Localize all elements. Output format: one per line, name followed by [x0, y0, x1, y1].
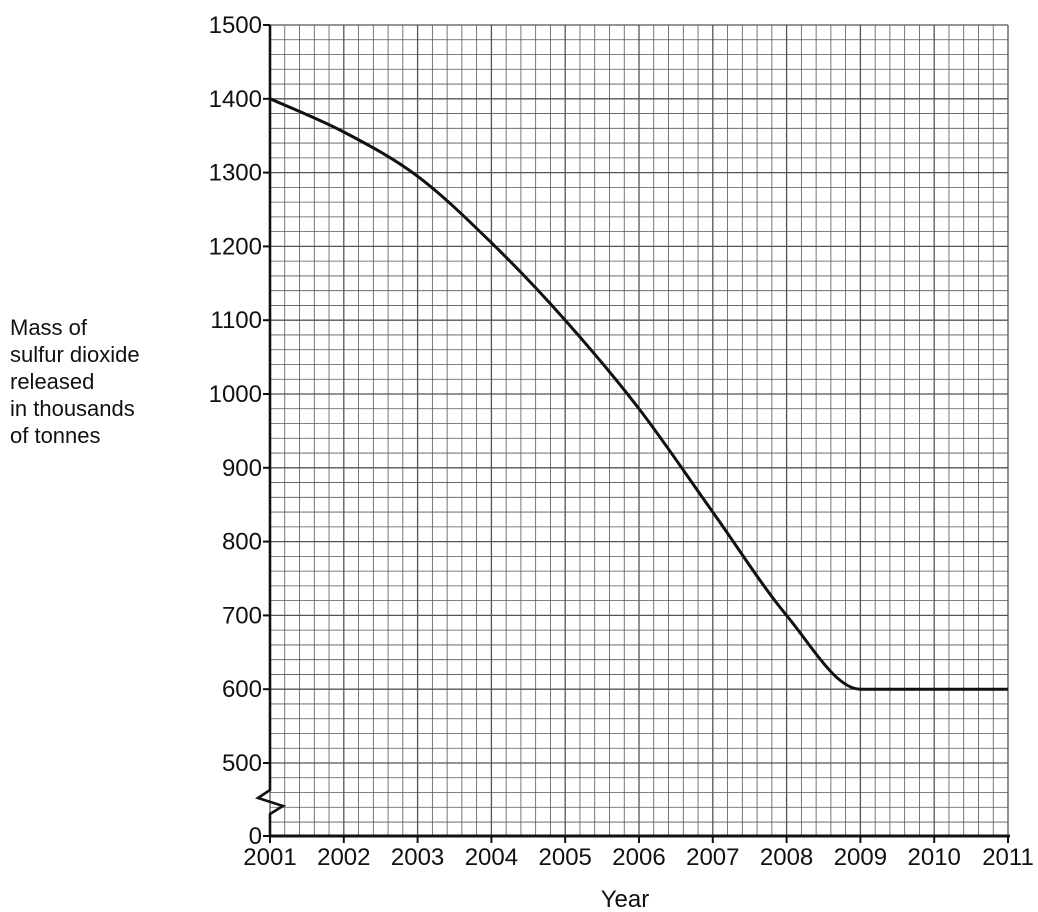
x-tick-label: 2006 — [612, 844, 665, 871]
y-tick-label: 1300 — [209, 160, 262, 187]
y-tick-label: 1400 — [209, 86, 262, 113]
x-tick-label: 2010 — [908, 844, 961, 871]
x-tick-label: 2001 — [243, 844, 296, 871]
y-axis-label-line: Mass of — [10, 315, 88, 340]
x-axis-label: Year — [601, 886, 650, 912]
y-tick-label: 0 — [249, 823, 262, 850]
y-tick-label: 600 — [222, 676, 262, 703]
series-line — [269, 97, 1008, 691]
y-axis-label-line: in thousands — [10, 396, 135, 421]
x-tick-label: 2008 — [760, 844, 813, 871]
y-tick-label: 1000 — [209, 381, 262, 408]
y-tick-label: 800 — [222, 529, 262, 556]
y-tick-label: 1100 — [210, 307, 262, 334]
x-tick-label: 2004 — [465, 844, 518, 871]
y-tick-label: 1200 — [209, 233, 262, 260]
y-tick-labels: 0 500 600 700 800 900 1000 1100 1200 1300 1400 1500 — [209, 12, 270, 850]
y-tick-label: 900 — [222, 455, 262, 482]
x-tick-label: 2002 — [317, 844, 370, 871]
series-layer — [269, 97, 1008, 691]
x-tick-label: 2007 — [686, 844, 739, 871]
x-tick-label: 2005 — [539, 844, 592, 871]
y-axis-label-line: released — [10, 369, 95, 394]
x-tick-label: 2009 — [834, 844, 887, 871]
y-tick-label: 500 — [222, 750, 262, 777]
grid — [269, 24, 1009, 836]
y-axis-label-line: of tonnes — [10, 423, 101, 448]
y-axis-with-break — [255, 25, 287, 836]
x-tick-label: 2011 — [982, 844, 1034, 871]
x-tick-labels: 2001 2002 2003 2004 2005 2006 2007 2008 2009 2010… — [243, 836, 1034, 871]
y-tick-label: 1500 — [209, 12, 262, 39]
y-axis-label-line: sulfur dioxide — [10, 342, 140, 367]
x-tick-label: 2003 — [391, 844, 444, 871]
y-tick-label: 700 — [222, 602, 262, 629]
